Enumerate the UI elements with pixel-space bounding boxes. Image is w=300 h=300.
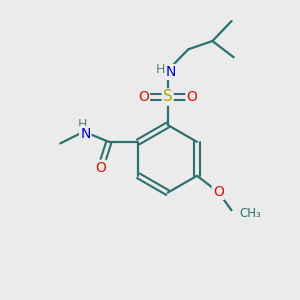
Text: S: S [163,89,172,104]
Text: O: O [186,90,197,104]
Text: N: N [80,127,91,141]
Text: O: O [138,90,149,104]
Text: O: O [95,161,106,175]
Text: H: H [156,62,165,76]
Text: CH₃: CH₃ [240,207,261,220]
Text: N: N [166,65,176,79]
Text: H: H [78,118,87,131]
Text: O: O [213,185,224,199]
